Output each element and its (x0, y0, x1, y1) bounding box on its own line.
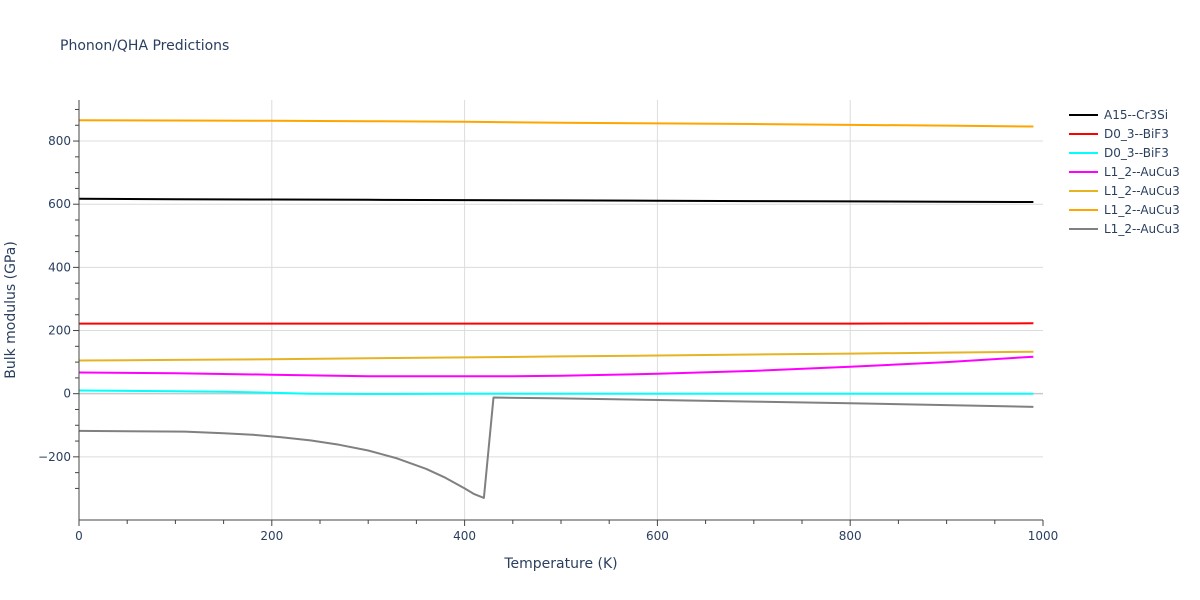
x-tick-label: 400 (453, 529, 476, 543)
legend-label: L1_2--AuCu3 (1104, 165, 1180, 179)
y-tick-label: 600 (48, 197, 71, 211)
y-tick-label: 200 (48, 324, 71, 338)
series-layer (78, 119, 1034, 499)
legend-label: A15--Cr3Si (1104, 108, 1168, 122)
legend-label: D0_3--BiF3 (1104, 127, 1169, 141)
x-axis-title: Temperature (K) (503, 556, 617, 572)
series-line-4 (78, 355, 1034, 378)
series-line-1 (78, 197, 1034, 203)
x-tick-label: 200 (260, 529, 283, 543)
y-axis-title: Bulk modulus (GPa) (3, 241, 19, 379)
series-line-7 (78, 396, 1034, 499)
legend-item[interactable]: L1_2--AuCu3 (1069, 184, 1180, 198)
axis-layer: 0 200 400 600 800 1000 −200 0 200 400 600 800 (38, 100, 1058, 543)
x-tick-label: 600 (646, 529, 669, 543)
grid-layer (79, 100, 1043, 520)
y-tick-label: 0 (63, 387, 71, 401)
x-tick-label: 0 (75, 529, 83, 543)
legend-label: L1_2--AuCu3 (1104, 184, 1180, 198)
legend[interactable]: A15--Cr3Si D0_3--BiF3 D0_3--BiF3 L1_2--AuCu… (1069, 108, 1180, 236)
legend-item[interactable]: A15--Cr3Si (1069, 108, 1168, 122)
series-line-6 (78, 119, 1034, 128)
chart-title: Phonon/QHA Predictions (60, 38, 229, 54)
legend-item[interactable]: D0_3--BiF3 (1069, 127, 1169, 141)
legend-item[interactable]: L1_2--AuCu3 (1069, 165, 1180, 179)
legend-label: D0_3--BiF3 (1104, 146, 1169, 160)
x-tick-label: 1000 (1028, 529, 1059, 543)
series-line-3 (78, 389, 1034, 395)
legend-item[interactable]: L1_2--AuCu3 (1069, 203, 1180, 217)
legend-label: L1_2--AuCu3 (1104, 203, 1180, 217)
x-tick-label: 800 (839, 529, 862, 543)
legend-label: L1_2--AuCu3 (1104, 222, 1180, 236)
legend-item[interactable]: D0_3--BiF3 (1069, 146, 1169, 160)
legend-item[interactable]: L1_2--AuCu3 (1069, 222, 1180, 236)
y-tick-label: −200 (38, 450, 71, 464)
y-tick-label: 800 (48, 134, 71, 148)
y-tick-label: 400 (48, 260, 71, 274)
series-line-5 (78, 350, 1034, 362)
